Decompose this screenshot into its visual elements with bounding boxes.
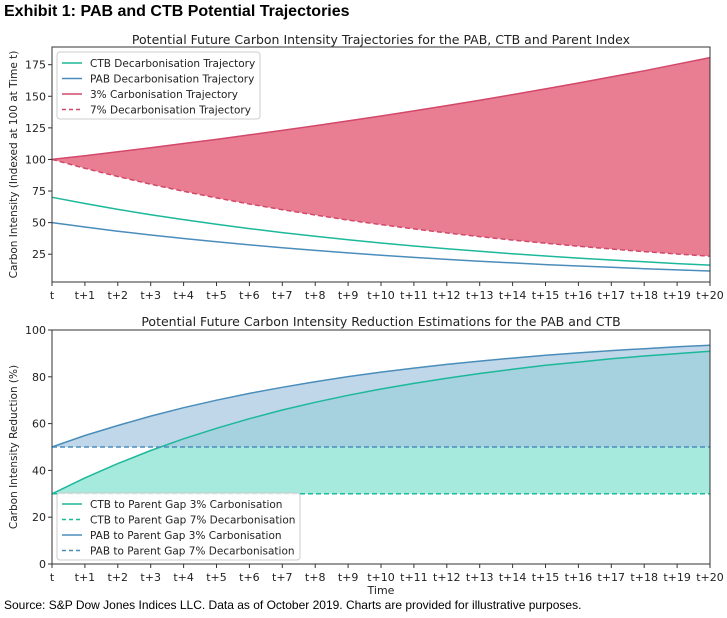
x-tick-label: t+4 — [173, 289, 194, 302]
x-tick-label: t — [50, 571, 55, 584]
legend-label: 7% Decarbonisation Trajectory — [90, 105, 251, 117]
y-tick-label: 100 — [25, 153, 46, 166]
x-tick-label: t+15 — [532, 289, 560, 302]
legend-label: PAB to Parent Gap 3% Carbonisation — [90, 530, 282, 542]
y-tick-label: 150 — [25, 90, 46, 103]
series-line-1 — [51, 350, 711, 495]
x-tick-label: t+16 — [565, 289, 593, 302]
x-tick-label: t+4 — [173, 571, 194, 584]
x-tick-label: t+3 — [140, 571, 161, 584]
x-tick-label: t+8 — [305, 571, 326, 584]
x-tick-label: t+9 — [338, 571, 359, 584]
y-axis-label: Carbon Intensity Reduction (%) — [8, 365, 20, 529]
chart-2: t t+1 t+2 t+3 t+4 t+5 t+6 t+7 t+8 t+9 t+10 t+11 t+12… — [8, 314, 724, 597]
legend-label: PAB to Parent Gap 7% Decarbonisation — [90, 546, 295, 558]
x-tick-label: t+20 — [696, 289, 724, 302]
x-tick-label: t+14 — [499, 289, 527, 302]
x-tick-label: t+3 — [140, 289, 161, 302]
x-tick-label: t+9 — [338, 289, 359, 302]
x-tick-label: t+10 — [367, 571, 395, 584]
x-tick-label: t+10 — [367, 289, 395, 302]
chart-title: Potential Future Carbon Intensity Reduct… — [141, 314, 620, 329]
x-tick-label: t+20 — [696, 571, 724, 584]
y-tick-label: 175 — [25, 59, 46, 72]
series-line-4 — [51, 158, 711, 257]
y-tick-label: 100 — [25, 324, 46, 337]
legend-label: CTB to Parent Gap 3% Carbonisation — [90, 499, 282, 511]
x-tick-label: t+2 — [108, 289, 129, 302]
x-tick-label: t+18 — [630, 289, 658, 302]
x-tick-label: t+8 — [305, 289, 326, 302]
x-tick-label: t — [50, 289, 55, 302]
x-tick-label: t+1 — [75, 571, 96, 584]
x-tick-label: t+13 — [466, 289, 494, 302]
legend-box — [56, 492, 301, 561]
y-axis-label: Carbon Intensity (Indexed at 100 at Time… — [8, 51, 20, 279]
x-tick-label: t+11 — [400, 289, 428, 302]
y-tick-label: 125 — [25, 122, 46, 135]
x-tick-label: t+1 — [75, 289, 96, 302]
x-tick-label: t+7 — [272, 289, 293, 302]
y-tick-label: 60 — [32, 418, 46, 431]
y-tick-label: 20 — [32, 511, 46, 524]
x-tick-label: t+12 — [433, 571, 461, 584]
legend-label: CTB to Parent Gap 7% Decarbonisation — [90, 515, 295, 527]
exhibit-title: Exhibit 1: PAB and CTB Potential Traject… — [4, 3, 350, 20]
chart-title: Potential Future Carbon Intensity Trajec… — [132, 32, 630, 47]
legend-label: 3% Carbonisation Trajectory — [90, 89, 238, 101]
series-line-3 — [51, 344, 711, 448]
x-tick-label: t+17 — [598, 571, 626, 584]
x-tick-label: t+19 — [663, 571, 691, 584]
legend: CTB Decarbonisation Trajectory PAB Decarb… — [56, 51, 261, 120]
x-tick-label: t+14 — [499, 571, 527, 584]
x-tick-label: t+2 — [108, 571, 129, 584]
x-tick-label: t+16 — [565, 571, 593, 584]
x-tick-label: t+13 — [466, 571, 494, 584]
x-tick-label: t+17 — [598, 289, 626, 302]
y-tick-label: 40 — [32, 464, 46, 477]
series-line-1 — [51, 196, 711, 266]
series-line-2 — [51, 221, 711, 272]
x-tick-label: t+5 — [206, 289, 227, 302]
x-tick-label: t+11 — [400, 571, 428, 584]
legend-box — [56, 51, 261, 120]
y-tick-label: 80 — [32, 371, 46, 384]
x-tick-label: t+15 — [532, 571, 560, 584]
source-note: Source: S&P Dow Jones Indices LLC. Data … — [4, 598, 582, 612]
y-tick-label: 25 — [32, 248, 46, 261]
series-line-3 — [51, 56, 711, 161]
x-tick-label: t+7 — [272, 571, 293, 584]
x-tick-label: t+6 — [239, 571, 260, 584]
legend-label: CTB Decarbonisation Trajectory — [90, 58, 255, 70]
chart-1: t t+1 t+2 t+3 t+4 t+5 t+6 t+7 t+8 t+9 t+10 t+11 t+12… — [8, 32, 724, 302]
x-tick-label: t+19 — [663, 289, 691, 302]
fill-area-2 — [52, 345, 710, 447]
x-axis-label: Time — [367, 584, 395, 597]
y-tick-label: 0 — [39, 558, 46, 571]
legend-label: PAB Decarbonisation Trajectory — [90, 74, 254, 86]
y-tick-label: 50 — [32, 217, 46, 230]
legend: CTB to Parent Gap 3% Carbonisation CTB to… — [56, 492, 301, 561]
x-tick-label: t+6 — [239, 289, 260, 302]
fill-area-1 — [52, 57, 710, 257]
x-tick-label: t+12 — [433, 289, 461, 302]
y-tick-label: 75 — [32, 185, 46, 198]
x-tick-label: t+5 — [206, 571, 227, 584]
x-tick-label: t+18 — [630, 571, 658, 584]
